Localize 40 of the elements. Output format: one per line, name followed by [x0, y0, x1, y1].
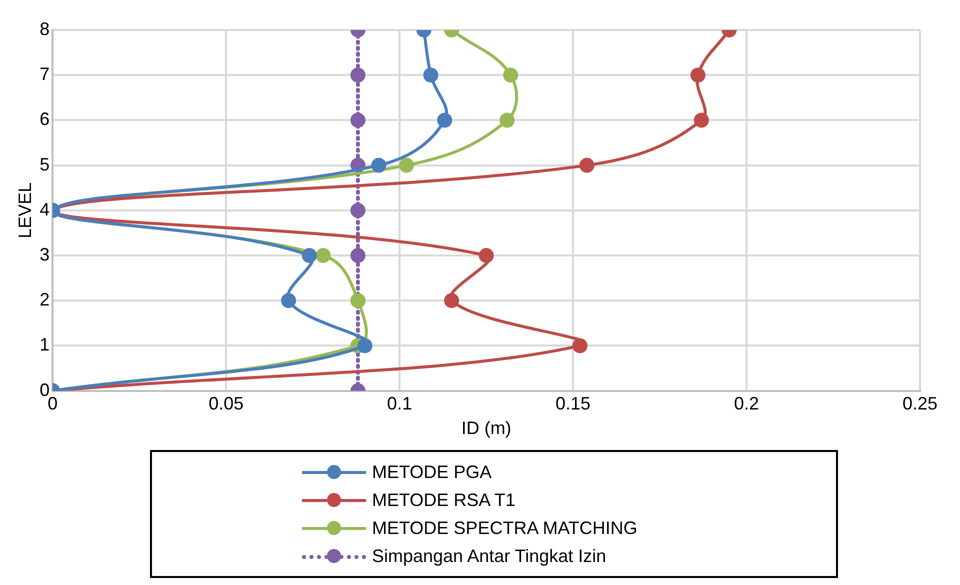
point	[500, 112, 515, 128]
point	[690, 68, 706, 83]
point	[423, 68, 438, 83]
legend-label: Simpangan Antar Tingkat Izin	[372, 546, 606, 566]
y-tick-label: 5	[40, 154, 50, 174]
y-tick-label: 8	[40, 18, 50, 39]
x-tick-label: 0.25	[902, 394, 938, 414]
point	[316, 248, 331, 263]
y-tick-label: 2	[40, 290, 50, 310]
legend-label: METODE SPECTRA MATCHING	[372, 518, 638, 538]
point	[357, 338, 372, 354]
point	[350, 248, 366, 263]
point	[350, 202, 366, 218]
y-tick-label: 6	[40, 109, 50, 130]
y-tick-label: 3	[40, 244, 50, 264]
y-tick-label: 4	[40, 199, 50, 220]
legend-label: METODE PGA	[372, 462, 492, 482]
y-axis-title: LEVEL	[14, 182, 35, 238]
point	[281, 293, 296, 308]
x-tick-label: 0.1	[387, 394, 412, 414]
point	[503, 68, 518, 83]
point	[579, 158, 594, 173]
y-tick-label: 7	[40, 64, 50, 84]
point	[350, 68, 366, 83]
x-tick-label: 0.2	[734, 394, 760, 414]
x-tick-label: 0.05	[208, 394, 244, 414]
point	[694, 112, 709, 128]
point	[437, 112, 452, 128]
x-axis-title: ID (m)	[461, 418, 512, 438]
point	[399, 158, 414, 173]
point	[302, 248, 317, 263]
x-tick-label: 0.15	[556, 394, 591, 414]
point	[572, 338, 588, 354]
point	[444, 293, 460, 308]
y-tick-label: 0	[40, 380, 50, 400]
legend-label: METODE RSA T1	[372, 490, 516, 510]
y-tick-label: 1	[40, 334, 50, 355]
point	[371, 158, 386, 173]
point	[478, 248, 494, 263]
point	[350, 112, 366, 128]
